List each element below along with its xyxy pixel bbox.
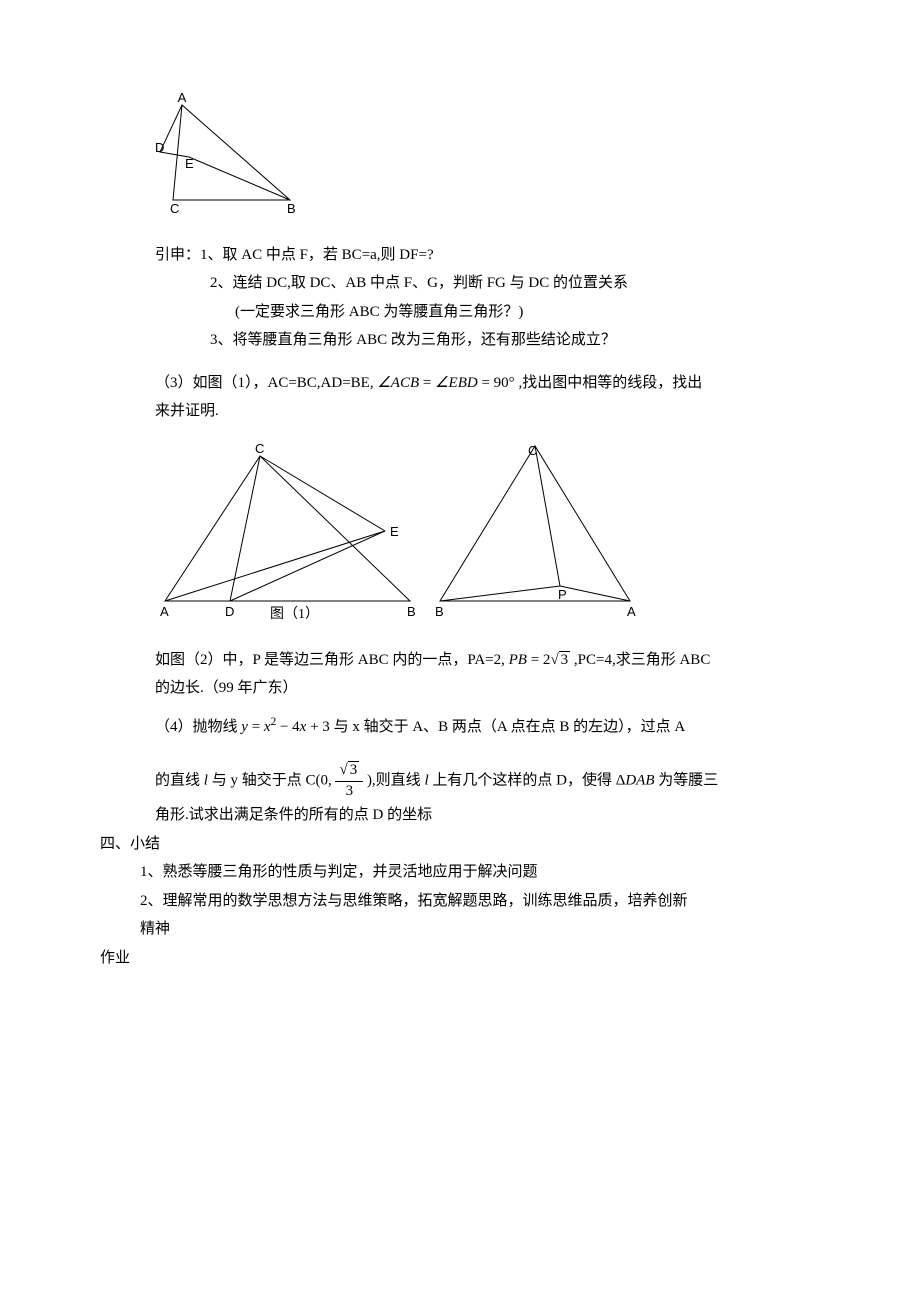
figure-1: A D E C B (155, 90, 820, 226)
figure-2-svg: A D B C E 图（1） (155, 441, 425, 626)
triangle-abc-de-svg: A D E C B (155, 90, 310, 215)
f2-E: E (390, 524, 399, 539)
f2-A: A (160, 604, 169, 619)
f3-P: P (558, 587, 567, 602)
label-A: A (178, 90, 187, 105)
section-4-item1: 1、熟悉等腰三角形的性质与判定，并灵活地应用于解决问题 (100, 858, 820, 887)
fig2-text-line2: 的边长.（99 年广东） (100, 674, 820, 703)
section-4-item2b: 精神 (100, 915, 820, 944)
extension-1: 引申：1、取 AC 中点 F，若 BC=a,则 DF=? (100, 241, 820, 270)
homework: 作业 (100, 944, 820, 973)
problem-3-line2: 来并证明. (100, 397, 820, 426)
extension-2b: (一定要求三角形 ABC 为等腰直角三角形？) (100, 298, 820, 327)
f2-caption: 图（1） (270, 606, 319, 622)
section-4-title: 四、小结 (100, 830, 820, 859)
f2-C: C (255, 441, 264, 456)
f2-B: B (407, 604, 416, 619)
f2-D: D (225, 604, 234, 619)
label-D: D (155, 140, 164, 155)
problem-3-line1: （3）如图（1），AC=BC,AD=BE, ∠ACB = ∠EBD = 90° … (100, 369, 820, 398)
label-C: C (170, 201, 179, 215)
figure-3-svg: B A C P (430, 441, 640, 626)
label-E: E (185, 156, 194, 171)
f3-B: B (435, 604, 444, 619)
extension-3: 3、将等腰直角三角形 ABC 改为三角形，还有那些结论成立？ (100, 326, 820, 355)
f3-A: A (627, 604, 636, 619)
f3-C2: C (528, 443, 537, 458)
label-B: B (287, 201, 296, 215)
section-4-item2a: 2、理解常用的数学思想方法与思维策略，拓宽解题思路，训练思维品质，培养创新 (100, 887, 820, 916)
extension-2a: 2、连结 DC,取 DC、AB 中点 F、G，判断 FG 与 DC 的位置关系 (100, 269, 820, 298)
figure-2-3-container: A D B C E 图（1） B A C P (155, 441, 820, 626)
problem-4-line1: （4）抛物线 y = x2 − 4x + 3 与 x 轴交于 A、B 两点（A … (100, 713, 820, 742)
problem-4-line2: 的直线 l 与 y 轴交于点 C(0, √33 ),则直线 l 上有几个这样的点… (100, 761, 820, 801)
fig2-text-line1: 如图（2）中，P 是等边三角形 ABC 内的一点，PA=2, PB = 2√3 … (100, 646, 820, 675)
problem-4-line3: 角形.试求出满足条件的所有的点 D 的坐标 (100, 801, 820, 830)
